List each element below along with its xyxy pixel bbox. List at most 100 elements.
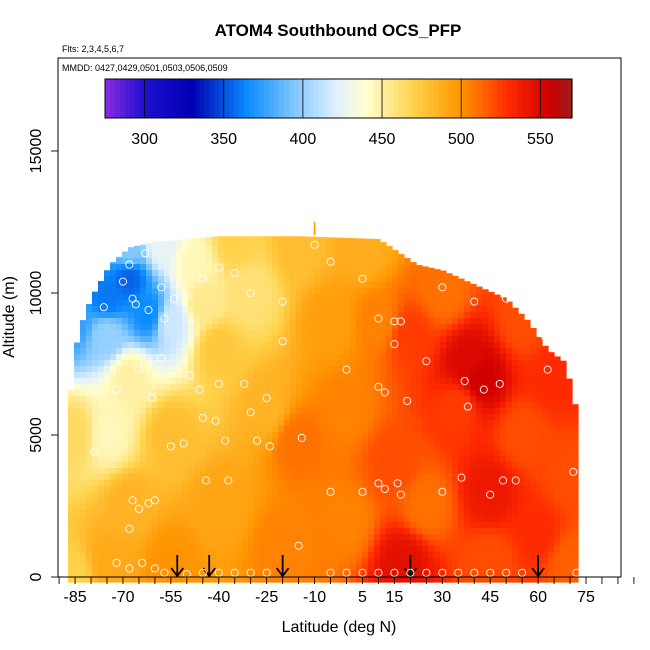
heatmap-cell (128, 282, 135, 289)
heatmap-cell (548, 402, 555, 409)
heatmap-cell (200, 324, 207, 331)
heatmap-cell (380, 264, 387, 271)
heatmap-cell (182, 348, 189, 355)
heatmap-cell (152, 438, 159, 445)
heatmap-cell (104, 300, 111, 307)
heatmap-cell (122, 576, 129, 583)
heatmap-cell (164, 420, 171, 427)
heatmap-cell (356, 564, 363, 571)
heatmap-cell (452, 450, 459, 457)
heatmap-cell (536, 348, 543, 355)
heatmap-cell (170, 330, 177, 337)
heatmap-cell (170, 576, 177, 583)
heatmap-cell (230, 438, 237, 445)
heatmap-cell (236, 504, 243, 511)
heatmap-cell (338, 558, 345, 565)
heatmap-cell (218, 552, 225, 559)
heatmap-cell (308, 384, 315, 391)
heatmap-cell (278, 354, 285, 361)
heatmap-cell (344, 312, 351, 319)
heatmap-cell (152, 546, 159, 553)
heatmap-cell (404, 504, 411, 511)
sample-point (125, 260, 134, 269)
heatmap-cell (512, 312, 519, 319)
heatmap-cell (254, 258, 261, 265)
heatmap-cell (392, 414, 399, 421)
heatmap-cell (350, 504, 357, 511)
heatmap-cell (182, 336, 189, 343)
heatmap-cell (308, 330, 315, 337)
heatmap-cell (242, 342, 249, 349)
heatmap-cell (230, 504, 237, 511)
heatmap-cell (92, 360, 99, 367)
heatmap-cell (176, 516, 183, 523)
heatmap-cell (512, 426, 519, 433)
heatmap-cell (434, 354, 441, 361)
heatmap-cell (410, 426, 417, 433)
heatmap-cell (278, 450, 285, 457)
sample-point (185, 371, 195, 380)
heatmap-cell (92, 522, 99, 529)
heatmap-cell (392, 252, 399, 259)
heatmap-cell (212, 504, 219, 511)
heatmap-cell (266, 276, 273, 283)
heatmap-cell (338, 450, 345, 457)
heatmap-cell (404, 546, 411, 553)
heatmap-cell (398, 264, 405, 271)
heatmap-cell (380, 288, 387, 295)
heatmap-cell (350, 288, 357, 295)
heatmap-cell (560, 558, 567, 565)
heatmap-cell (524, 384, 531, 391)
heatmap-cell (296, 564, 303, 571)
heatmap-cell (428, 342, 435, 349)
heatmap-cell (440, 498, 447, 505)
heatmap-cell (80, 462, 87, 469)
heatmap-cell (206, 270, 213, 277)
heatmap-cell (278, 312, 285, 319)
heatmap-cell (290, 534, 297, 541)
heatmap-cell (422, 510, 429, 517)
heatmap-cell (440, 558, 447, 565)
heatmap-cell (506, 456, 513, 463)
heatmap-cell (428, 534, 435, 541)
heatmap-cell (398, 546, 405, 553)
heatmap-cell (200, 282, 207, 289)
heatmap-cell (92, 492, 99, 499)
heatmap-cell (488, 426, 495, 433)
heatmap-cell (188, 240, 195, 247)
heatmap-cell (428, 444, 435, 451)
heatmap-cell (188, 510, 195, 517)
heatmap-cell (368, 564, 375, 571)
heatmap-cell (458, 414, 465, 421)
heatmap-cell (122, 570, 129, 577)
heatmap-cell (254, 414, 261, 421)
heatmap-cell (248, 342, 255, 349)
heatmap-cell (530, 390, 537, 397)
heatmap-cell (290, 498, 297, 505)
heatmap-cell (260, 240, 267, 247)
heatmap-cell (344, 534, 351, 541)
heatmap-cell (80, 426, 87, 433)
heatmap-cell (266, 420, 273, 427)
heatmap-cell (92, 498, 99, 505)
heatmap-cell (68, 438, 75, 445)
heatmap-cell (296, 372, 303, 379)
heatmap-cell (338, 414, 345, 421)
heatmap-cell (380, 492, 387, 499)
heatmap-cell (362, 546, 369, 553)
heatmap-cell (500, 384, 507, 391)
heatmap-cell (164, 270, 171, 277)
heatmap-cell (92, 552, 99, 559)
heatmap-cell (302, 516, 309, 523)
heatmap-cell (320, 300, 327, 307)
heatmap-cell (134, 378, 141, 385)
heatmap-cell (272, 372, 279, 379)
heatmap-cell (110, 342, 117, 349)
heatmap-cell (536, 390, 543, 397)
heatmap-cell (128, 450, 135, 457)
heatmap-cell (116, 378, 123, 385)
heatmap-cell (266, 570, 273, 577)
heatmap-cell (98, 390, 105, 397)
heatmap-cell (134, 276, 141, 283)
heatmap-cell (524, 348, 531, 355)
